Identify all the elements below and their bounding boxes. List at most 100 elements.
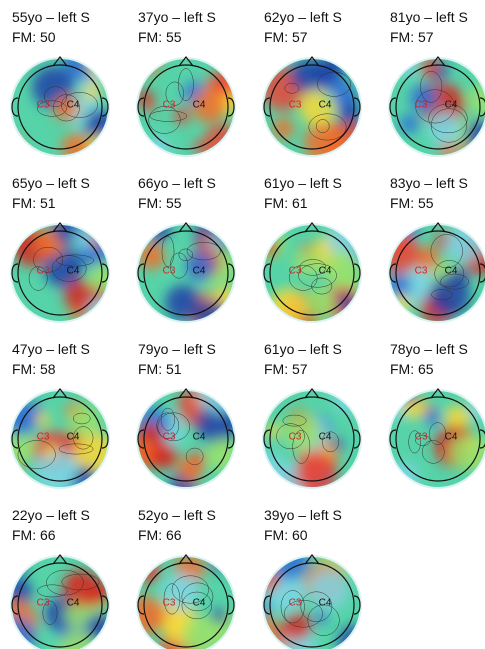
contour [46,569,84,596]
panel-title: 55yo – left S [12,9,90,25]
contour [61,92,98,118]
electrode-c4: C4 [193,598,206,609]
head [395,64,481,150]
ear-right [227,595,235,615]
ear-right [479,429,485,449]
electrode-c3: C3 [37,266,50,277]
electrode-c3: C3 [289,100,302,111]
topo-blob [449,267,470,288]
electrode-c4: C4 [445,100,458,111]
panel: 39yo – left S FM: 60 C3 C4 [262,507,362,649]
contour [284,82,300,94]
topo-blob [396,59,417,77]
ear-left [137,595,145,615]
contour [53,94,80,122]
topo-blob [87,134,108,155]
contour [315,119,330,133]
contour [17,440,56,470]
contour [56,254,94,267]
contour [428,103,468,134]
topo-blob [337,101,360,125]
topo-blob [53,95,79,121]
panel-title: 66yo – left S [138,175,216,191]
contour [307,604,340,636]
topomap [12,391,108,487]
electrode-c3: C3 [289,432,302,443]
topo-blob [265,423,280,438]
head [395,230,481,316]
ear-left [263,263,271,283]
contour [292,430,311,464]
panel-title: 65yo – left S [12,175,90,191]
topo-blob [192,88,227,123]
topo-blob [330,438,344,452]
electrode-c3: C3 [415,100,428,111]
ear-right [227,429,235,449]
contour [73,426,94,450]
contour [161,236,175,267]
contour [408,430,421,454]
contour [415,434,431,446]
ear-right [353,595,361,615]
panel: 22yo – left S FM: 66 C3 C4 [10,507,110,649]
nose [304,554,320,565]
panel-fm: FM: 60 [264,527,308,543]
panel-fm: FM: 55 [138,29,182,45]
panel-title: 22yo – left S [12,507,90,523]
contour [157,412,191,442]
topo-blob [64,603,90,629]
topo-blob [331,391,360,414]
topo-blob [390,462,420,487]
ear-right [101,429,109,449]
head [269,230,355,316]
head [143,396,229,482]
electrode-c4: C4 [193,266,206,277]
electrode-c4: C4 [67,100,80,111]
panel-fm: FM: 50 [12,29,56,45]
contour [28,266,48,291]
contour [37,584,68,598]
ear-left [11,429,19,449]
electrode-c4: C4 [67,432,80,443]
head [143,230,229,316]
electrode-c3: C3 [37,100,50,111]
contour [149,110,188,122]
topo-blob [399,113,420,134]
topo-blob [88,262,108,294]
panel-fm: FM: 66 [12,527,56,543]
contour [171,575,209,604]
electrode-c4: C4 [445,266,458,277]
electrode-c3: C3 [37,432,50,443]
ear-left [11,263,19,283]
panel-title: 79yo – left S [138,341,216,357]
panel-title: 52yo – left S [138,507,216,523]
contour [185,447,204,465]
ear-left [263,429,271,449]
topo-blob [12,426,36,464]
contour [308,113,347,141]
topo-blob [308,569,349,610]
topo-blob [177,456,203,483]
electrode-c3: C3 [163,266,176,277]
ear-right [227,263,235,283]
panel-title: 83yo – left S [390,175,468,191]
topo-blob [303,286,336,319]
nose [178,56,194,67]
panel-fm: FM: 51 [138,361,182,377]
contour [37,100,67,117]
topo-blob [138,595,165,636]
panel: 81yo – left S FM: 57 C3 C4 [388,9,485,157]
electrode-c3: C3 [415,432,428,443]
topo-blob [390,295,410,317]
head [269,64,355,150]
contour [51,255,87,282]
topo-blobs [12,401,108,487]
panel-fm: FM: 65 [390,361,434,377]
panel-fm: FM: 57 [390,29,434,45]
topomap [264,225,360,321]
panel-fm: FM: 57 [264,29,308,45]
topo-blob [62,59,96,82]
panel: 79yo – left S FM: 51 C3 C4 [136,341,236,489]
contour [420,70,443,103]
ear-right [479,263,485,283]
